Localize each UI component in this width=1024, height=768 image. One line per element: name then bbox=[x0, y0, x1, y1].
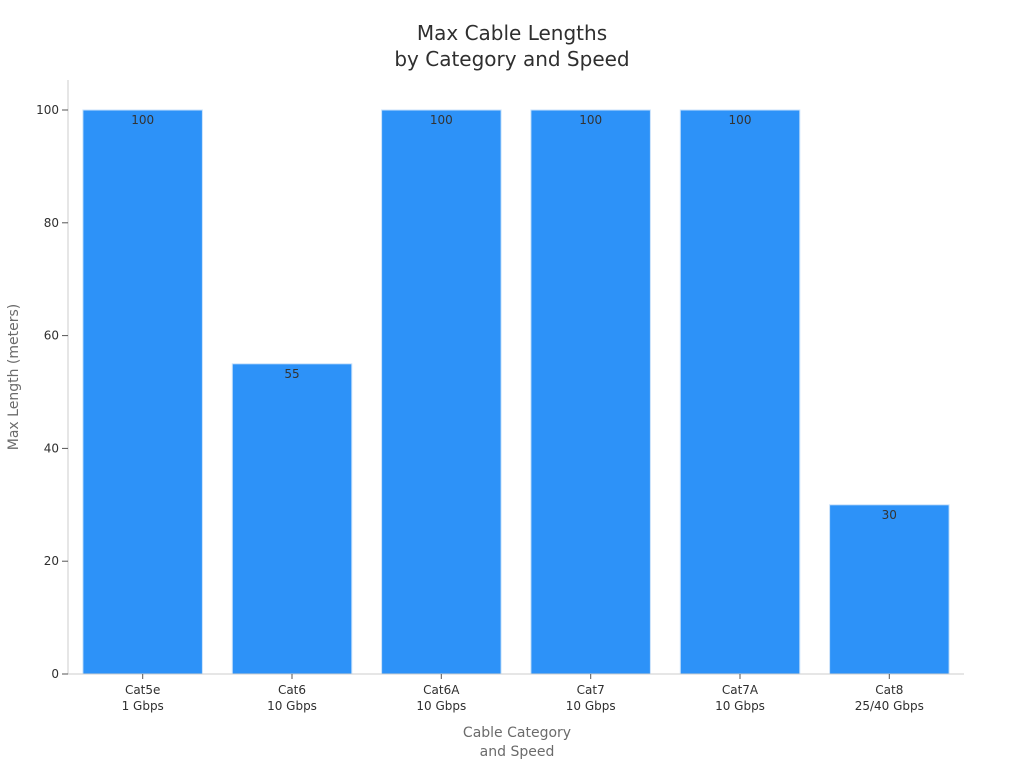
bar-cat8 bbox=[829, 504, 950, 675]
bar-cat5e bbox=[82, 109, 203, 675]
y-tick-label: 20 bbox=[44, 554, 59, 568]
data-label-cat8: 30 bbox=[882, 508, 897, 522]
x-tick-label-speed: 10 Gbps bbox=[267, 699, 317, 713]
x-tick-label-category: Cat8 bbox=[875, 683, 903, 697]
chart-title-line-2: by Category and Speed bbox=[394, 47, 629, 71]
data-label-cat6a: 100 bbox=[430, 113, 453, 127]
x-tick-label-category: Cat7 bbox=[577, 683, 605, 697]
bar-cat7 bbox=[530, 109, 651, 675]
bar-cat6 bbox=[231, 363, 353, 675]
x-tick-label-category: Cat6A bbox=[423, 683, 460, 697]
x-tick-label-speed: 10 Gbps bbox=[416, 699, 466, 713]
data-label-cat7a: 100 bbox=[729, 113, 752, 127]
y-tick-label: 0 bbox=[51, 667, 59, 681]
x-tick-label-speed: 25/40 Gbps bbox=[855, 699, 924, 713]
y-axis-label: Max Length (meters) bbox=[6, 304, 22, 450]
x-ticks-group: Cat5e 1 Gbps Cat6 10 Gbps Cat6A 10 Gbps Cat7 10… bbox=[122, 674, 924, 713]
y-ticks-group: 0 20 40 60 80 100 bbox=[36, 103, 68, 681]
bar-cat7a bbox=[679, 109, 801, 675]
x-axis-label-line-2: and Speed bbox=[480, 744, 555, 760]
data-label-cat7: 100 bbox=[579, 113, 602, 127]
x-tick-label-speed: 10 Gbps bbox=[715, 699, 765, 713]
data-labels-group: 100 55 100 100 100 30 bbox=[131, 113, 897, 522]
y-tick-label: 60 bbox=[44, 329, 59, 343]
chart-title-line-1: Max Cable Lengths bbox=[417, 21, 607, 45]
y-tick-label: 80 bbox=[44, 216, 59, 230]
y-tick-label: 40 bbox=[44, 441, 59, 455]
x-tick-label-category: Cat5e bbox=[125, 683, 160, 697]
bars-group bbox=[82, 109, 950, 675]
y-tick-label: 100 bbox=[36, 103, 59, 117]
x-tick-label-speed: 1 Gbps bbox=[122, 699, 164, 713]
x-axis-label-line-1: Cable Category bbox=[463, 725, 571, 741]
data-label-cat5e: 100 bbox=[131, 113, 154, 127]
bar-cat6a bbox=[381, 109, 502, 675]
x-tick-label-category: Cat6 bbox=[278, 683, 306, 697]
x-tick-label-speed: 10 Gbps bbox=[566, 699, 616, 713]
x-tick-label-category: Cat7A bbox=[722, 683, 759, 697]
data-label-cat6: 55 bbox=[284, 367, 299, 381]
